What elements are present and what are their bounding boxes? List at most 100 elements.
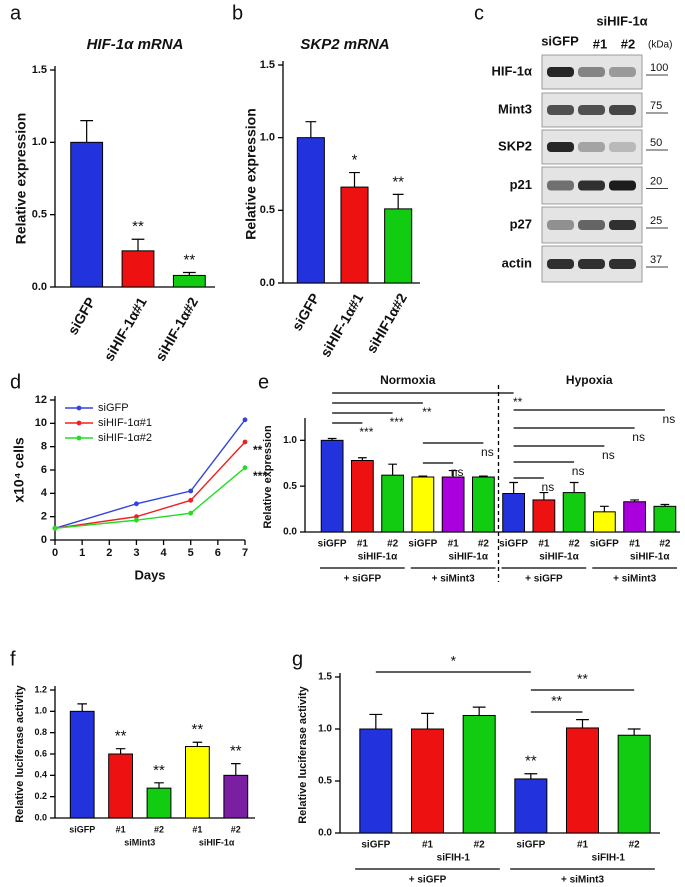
bar [623, 501, 647, 533]
x-tick-label: siHIF-1α#1 [101, 294, 150, 364]
error-bar [358, 457, 367, 461]
bar [121, 250, 155, 288]
significance: *** [253, 469, 267, 483]
error-bar [630, 499, 639, 502]
x-axis-label: Days [134, 567, 165, 582]
comparison-label: ns [572, 464, 585, 478]
group-label: siFIH-1 [437, 853, 471, 864]
kda-label: 20 [650, 175, 662, 187]
treatment-label: + siGFP [409, 875, 447, 886]
x-tick-label: #1 [192, 824, 202, 834]
y-tick-label: 0.8 [34, 727, 47, 737]
legend-marker [76, 405, 82, 411]
x-tick-label: #1 [448, 539, 460, 550]
row-label: HIF-1α [492, 63, 533, 78]
bar [384, 208, 413, 284]
bar [471, 476, 495, 533]
blot-band [547, 259, 574, 269]
blot-band [609, 180, 636, 191]
x-tick-label: siGFP [289, 290, 323, 333]
x-tick-label: #2 [387, 539, 399, 550]
x-tick-label: #2 [659, 539, 671, 550]
blot-band [609, 220, 636, 230]
bar [462, 714, 496, 834]
error-bar [392, 193, 404, 209]
bar [350, 460, 374, 533]
x-tick-label: 4 [161, 547, 168, 559]
kda-label: 100 [650, 62, 668, 74]
panel-letter: g [292, 648, 303, 670]
x-tick-label: #1 [577, 840, 589, 851]
group-label: siHIF-1α [358, 552, 398, 563]
error-bar [154, 782, 164, 789]
bar [69, 710, 95, 819]
significance: ** [132, 218, 144, 235]
x-tick-label: siGFP [499, 539, 528, 550]
error-bar [627, 728, 641, 736]
data-point [188, 488, 194, 494]
x-tick-label: siGFP [69, 824, 95, 834]
x-tick-label: siHIF1α#2 [363, 290, 410, 356]
y-axis-label: Relative luciferase activity [297, 685, 309, 823]
x-tick-label: #1 [357, 539, 369, 550]
significance: ** [192, 721, 204, 738]
x-tick-label: #2 [569, 539, 581, 550]
comparison-label: *** [390, 415, 404, 429]
lane-label: siHIF-1α [596, 13, 647, 28]
data-point [242, 439, 248, 445]
x-tick-label: #1 [538, 539, 550, 550]
y-tick-label: 0.0 [260, 277, 275, 289]
treatment-label: + siGFP [344, 574, 382, 585]
series-line [54, 419, 246, 530]
group-label: siHIF-1α [539, 552, 579, 563]
significance: ** [115, 728, 127, 745]
x-tick-label: 1 [79, 547, 85, 559]
y-tick-label: 8 [41, 441, 47, 453]
series-line [54, 467, 246, 530]
bar [359, 728, 393, 834]
bar [562, 492, 586, 533]
y-axis-label: x10⁴ cells [11, 437, 27, 503]
significance: ** [230, 743, 242, 760]
blot-band [547, 67, 574, 77]
bar [184, 746, 210, 819]
blot-band [609, 67, 636, 77]
panel-letter: a [10, 2, 22, 24]
x-tick-label: siHIF-1α#1 [317, 290, 366, 360]
error-bar [305, 121, 317, 138]
group-label: siHIF-1α [449, 552, 489, 563]
y-tick-label: 1.0 [32, 136, 47, 148]
error-bar [539, 491, 549, 500]
comparison-label: ** [551, 693, 562, 709]
y-tick-label: 10 [35, 417, 47, 429]
panel-letter: e [258, 371, 269, 393]
y-tick-label: 0.5 [260, 204, 275, 216]
row-label: p27 [510, 216, 532, 231]
bar [653, 505, 677, 533]
y-tick-label: 1.5 [318, 672, 332, 683]
panel-letter: b [232, 2, 243, 24]
error-bar [131, 238, 145, 251]
error-bar [418, 475, 428, 477]
y-axis-label: Relative expression [13, 113, 29, 245]
bar [296, 137, 325, 284]
bar [532, 499, 556, 533]
bar [410, 728, 445, 834]
kda-label: 37 [650, 254, 662, 266]
kda-label: 75 [650, 100, 662, 112]
lane-label: #1 [593, 36, 607, 51]
treatment-label: + siGFP [525, 574, 563, 585]
significance: ** [392, 173, 404, 190]
bar [502, 493, 526, 533]
data-point [242, 417, 248, 423]
chart-title: HIF-1α mRNA [87, 36, 184, 53]
bar [411, 476, 435, 533]
error-bar [509, 481, 518, 494]
y-tick-label: 0.4 [34, 770, 47, 780]
x-tick-label: 7 [242, 547, 248, 559]
x-tick-label: siGFP [318, 539, 347, 550]
unit-label: (kDa) [648, 40, 672, 51]
y-tick-label: 0.0 [318, 828, 332, 839]
error-bar [115, 748, 126, 754]
comparison-label: ns [663, 412, 676, 426]
